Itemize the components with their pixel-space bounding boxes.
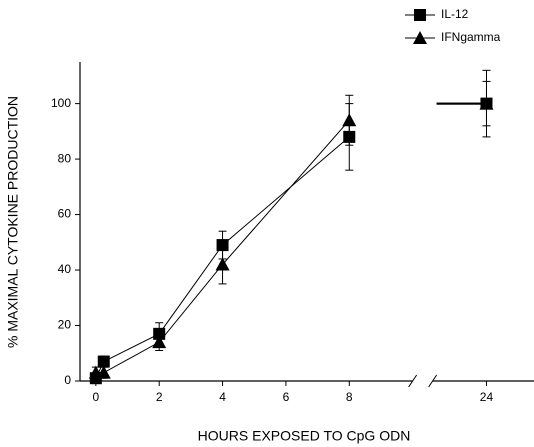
y-tick-label: 20: [58, 318, 72, 332]
x-tick-label: 0: [92, 390, 99, 404]
marker: [215, 257, 230, 271]
legend-marker: [414, 9, 426, 21]
y-tick-label: 40: [58, 262, 72, 276]
x-tick-label: 2: [156, 390, 163, 404]
marker: [96, 365, 111, 379]
x-tick-label: 24: [480, 390, 494, 404]
marker: [342, 113, 357, 127]
marker: [97, 355, 110, 368]
y-tick-label: 60: [58, 207, 72, 221]
legend-label: IL-12: [441, 7, 469, 21]
legend-label: IFNgamma: [441, 30, 501, 44]
x-axis-title: HOURS EXPOSED TO CpG ODN: [198, 428, 411, 444]
x-tick-label: 8: [346, 390, 353, 404]
legend-marker: [413, 31, 427, 44]
axis-break: [408, 374, 418, 388]
x-tick-label: 4: [219, 390, 226, 404]
x-tick-label: 6: [283, 390, 290, 404]
y-tick-label: 100: [51, 96, 71, 110]
marker: [479, 96, 494, 110]
y-axis-title: % MAXIMAL CYTOKINE PRODUCTION: [5, 96, 21, 348]
axis-break: [428, 374, 438, 388]
y-tick-label: 80: [58, 151, 72, 165]
y-tick-label: 0: [64, 373, 71, 387]
marker: [152, 335, 167, 349]
